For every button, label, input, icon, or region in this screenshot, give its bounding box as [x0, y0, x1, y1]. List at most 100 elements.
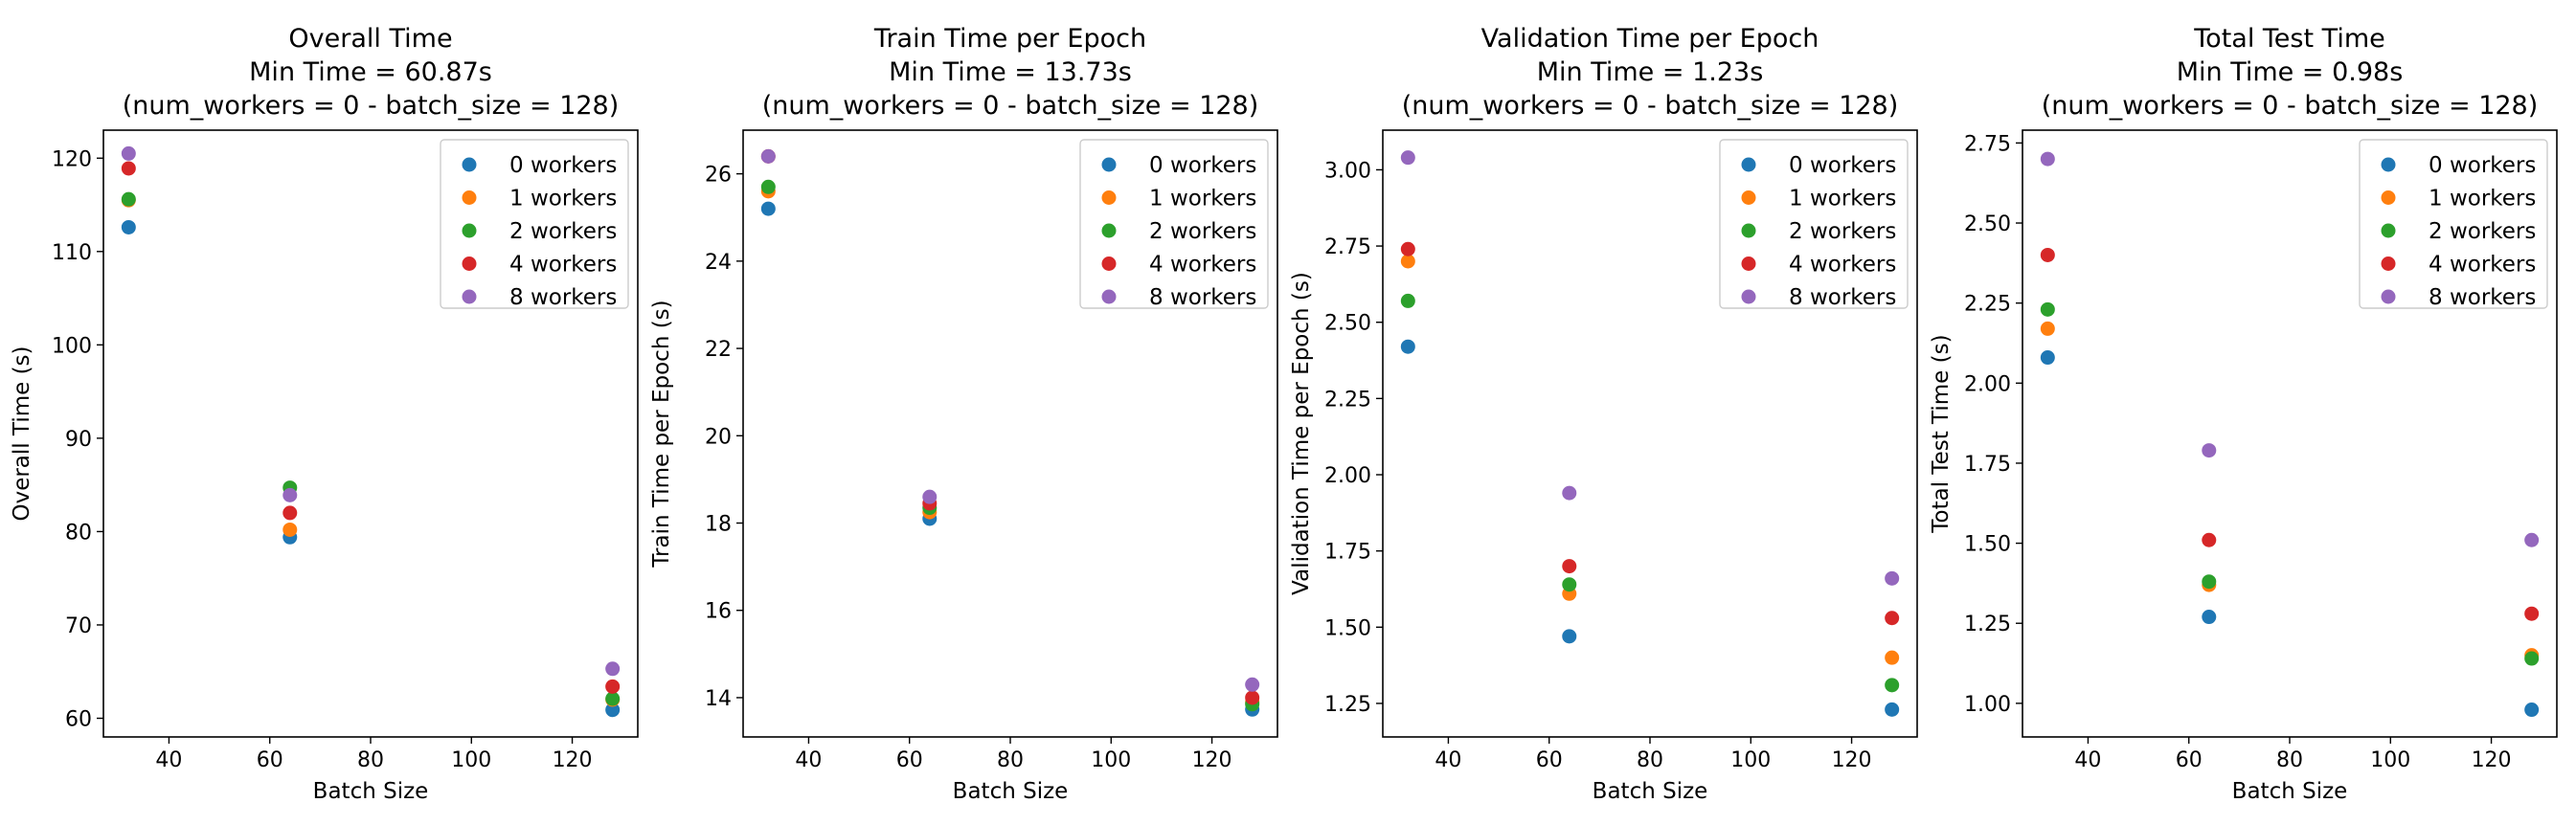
- legend-label: 4 workers: [509, 253, 617, 278]
- x-tick-label: 100: [1730, 748, 1771, 772]
- y-tick-label: 24: [705, 251, 732, 275]
- legend-label: 8 workers: [1149, 285, 1256, 310]
- x-tick-label: 80: [1637, 748, 1663, 772]
- legend-label: 8 workers: [509, 285, 617, 310]
- data-point-8-workers: [1885, 570, 1900, 586]
- legend-marker: [1741, 289, 1756, 304]
- x-tick-label: 80: [997, 748, 1024, 772]
- y-axis-label: Total Test Time (s): [1929, 334, 1954, 533]
- x-tick-label: 60: [257, 748, 283, 772]
- x-tick-label: 100: [2370, 748, 2410, 772]
- legend-marker: [1101, 256, 1117, 271]
- x-tick-label: 100: [1091, 748, 1131, 772]
- data-point-0-workers: [760, 201, 776, 216]
- legend-label: 4 workers: [1149, 253, 1256, 278]
- chart-title-line-3: (num_workers = 0 - batch_size = 128): [762, 91, 1259, 121]
- x-tick-label: 80: [357, 748, 384, 772]
- legend-marker: [462, 289, 477, 304]
- legend-marker: [2381, 289, 2396, 304]
- chart-title-line-1: Total Test Time: [2193, 24, 2384, 54]
- data-point-1-workers: [282, 522, 298, 537]
- data-point-4-workers: [1562, 559, 1577, 574]
- x-tick-label: 60: [2176, 748, 2203, 772]
- x-axis-label: Batch Size: [953, 779, 1069, 804]
- y-tick-label: 3.00: [1324, 159, 1371, 183]
- legend-marker: [1101, 223, 1117, 238]
- data-point-0-workers: [2202, 610, 2217, 625]
- legend-label: 4 workers: [2429, 253, 2536, 278]
- data-point-4-workers: [282, 505, 298, 521]
- data-point-8-workers: [1400, 150, 1415, 166]
- y-tick-label: 26: [705, 164, 732, 188]
- y-tick-label: 2.00: [1324, 464, 1371, 488]
- x-axis-label: Batch Size: [2232, 779, 2348, 804]
- data-point-0-workers: [2040, 350, 2055, 366]
- y-tick-label: 14: [705, 687, 732, 711]
- data-point-0-workers: [1562, 629, 1577, 644]
- y-axis-label: Validation Time per Epoch (s): [1289, 272, 1314, 595]
- x-tick-label: 40: [2074, 748, 2101, 772]
- legend-marker: [462, 157, 477, 172]
- x-tick-label: 40: [1435, 748, 1461, 772]
- data-point-8-workers: [605, 661, 621, 677]
- legend-marker: [2381, 223, 2396, 238]
- x-tick-label: 120: [2472, 748, 2512, 772]
- data-point-8-workers: [922, 489, 938, 504]
- data-point-8-workers: [1562, 485, 1577, 501]
- data-point-8-workers: [2524, 532, 2540, 547]
- data-point-4-workers: [2524, 606, 2540, 621]
- data-point-2-workers: [760, 179, 776, 194]
- data-point-2-workers: [2040, 301, 2055, 317]
- legend-label: 1 workers: [1789, 187, 1896, 212]
- chart-title-line-1: Overall Time: [288, 24, 452, 54]
- data-point-8-workers: [760, 148, 776, 164]
- data-point-2-workers: [2202, 574, 2217, 590]
- data-point-4-workers: [1885, 611, 1900, 626]
- y-tick-label: 1.00: [1964, 693, 2011, 717]
- legend-marker: [1741, 223, 1756, 238]
- data-point-2-workers: [1400, 293, 1415, 308]
- data-point-1-workers: [1885, 650, 1900, 665]
- chart-title-line-2: Min Time = 1.23s: [1537, 57, 1764, 87]
- y-tick-label: 60: [65, 707, 92, 731]
- data-point-0-workers: [121, 219, 136, 234]
- y-tick-label: 2.50: [1964, 212, 2011, 236]
- y-tick-label: 2.25: [1964, 293, 2011, 317]
- data-point-0-workers: [1885, 702, 1900, 717]
- x-tick-label: 100: [451, 748, 491, 772]
- legend-label: 2 workers: [509, 219, 617, 244]
- legend-marker: [1101, 289, 1117, 304]
- data-point-4-workers: [1400, 241, 1415, 256]
- x-tick-label: 60: [1536, 748, 1563, 772]
- chart-title-line-3: (num_workers = 0 - batch_size = 128): [1402, 91, 1899, 121]
- y-tick-label: 2.75: [1324, 235, 1371, 259]
- data-point-2-workers: [1562, 577, 1577, 592]
- chart-title-line-1: Train Time per Epoch: [873, 24, 1146, 54]
- x-axis-label: Batch Size: [313, 779, 429, 804]
- y-tick-label: 2.50: [1324, 312, 1371, 336]
- legend-label: 0 workers: [509, 153, 617, 178]
- y-tick-label: 2.25: [1324, 388, 1371, 412]
- legend-marker: [2381, 157, 2396, 172]
- data-point-2-workers: [2524, 651, 2540, 666]
- legend-marker: [2381, 190, 2396, 205]
- x-tick-label: 80: [2276, 748, 2303, 772]
- legend-box: [1719, 139, 1909, 309]
- y-tick-label: 2.75: [1964, 132, 2011, 156]
- legend-marker: [462, 256, 477, 271]
- data-point-4-workers: [605, 679, 621, 694]
- x-tick-label: 40: [795, 748, 822, 772]
- x-axis-label: Batch Size: [1593, 779, 1708, 804]
- y-tick-label: 1.75: [1324, 541, 1371, 565]
- data-point-2-workers: [1885, 678, 1900, 693]
- legend-label: 2 workers: [1149, 219, 1256, 244]
- data-point-2-workers: [605, 691, 621, 706]
- legend-label: 1 workers: [2429, 187, 2536, 212]
- legend-label: 8 workers: [2429, 285, 2536, 310]
- data-point-8-workers: [121, 145, 136, 161]
- y-axis-label: Overall Time (s): [10, 346, 34, 521]
